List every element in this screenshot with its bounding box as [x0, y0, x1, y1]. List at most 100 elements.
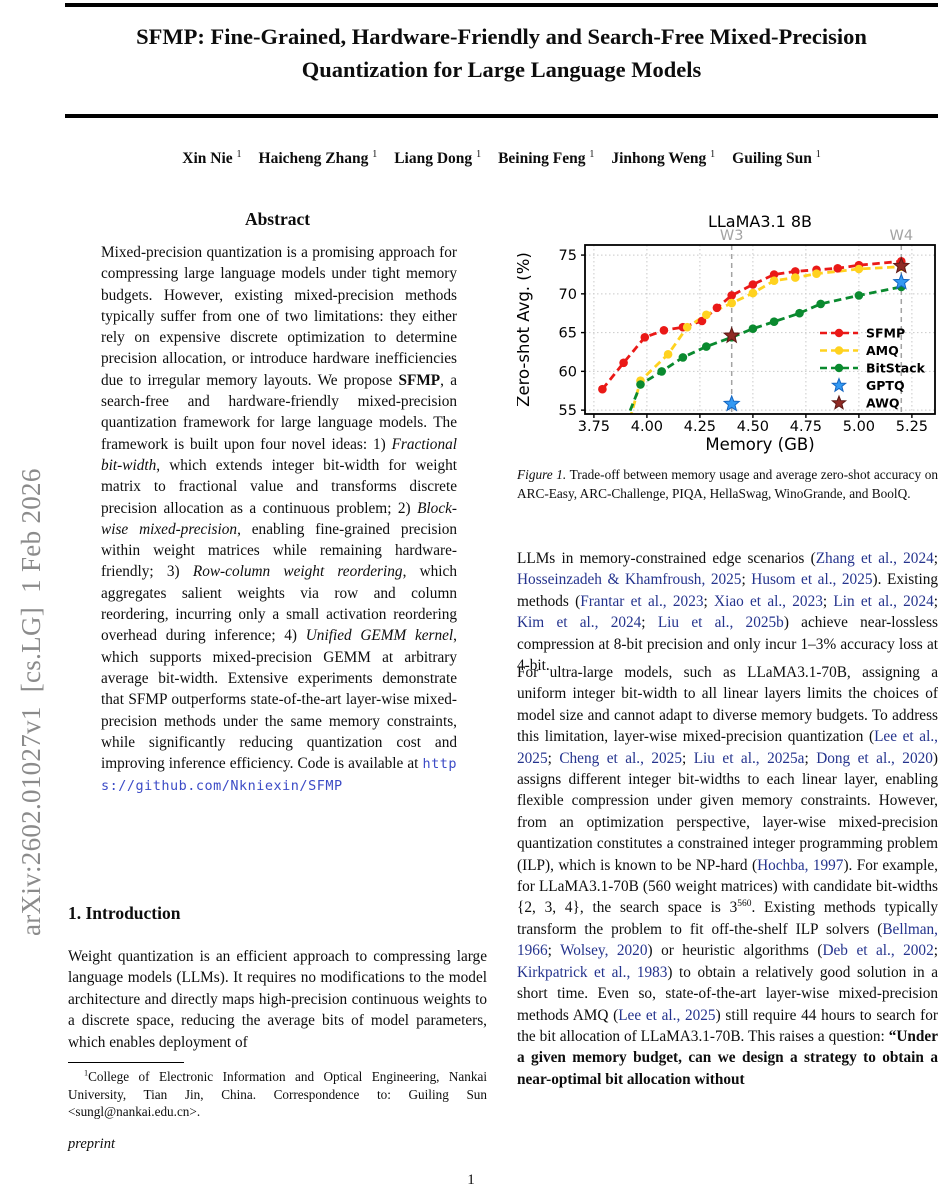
text-segment: “Under a given memory budget, can we des…	[517, 1027, 938, 1088]
author-name: Xin Nie 1	[182, 149, 242, 168]
author-name: Liang Dong 1	[394, 149, 482, 168]
citation-link[interactable]: Deb et al., 2002	[822, 942, 934, 960]
text-segment: ;	[933, 942, 938, 960]
text-segment: Fractional bit-width	[101, 435, 457, 474]
text-segment: ;	[933, 550, 939, 567]
text-segment: Trade-off between memory usage and avera…	[517, 467, 938, 501]
text-segment: ;	[933, 592, 938, 610]
svg-text:4.75: 4.75	[790, 419, 822, 435]
citation-link[interactable]: Xiao et al., 2023	[714, 592, 823, 610]
svg-text:5.25: 5.25	[896, 419, 928, 435]
text-segment: ;	[547, 942, 561, 960]
citation-link[interactable]: Hochba, 1997	[757, 856, 844, 874]
text-segment: ) or heuristic algorithms (	[647, 942, 823, 960]
text-segment: College of Electronic Information and Op…	[68, 1069, 487, 1120]
svg-text:AWQ: AWQ	[866, 396, 900, 411]
code-repo-link[interactable]: https://github.com/Nkniexin/SFMP	[101, 756, 457, 795]
svg-text:5.00: 5.00	[843, 419, 875, 435]
svg-text:W3: W3	[720, 228, 744, 244]
citation-link[interactable]: Kim et al., 2024	[517, 614, 642, 632]
text-segment: Unified GEMM kernel	[305, 627, 454, 645]
author-list: Xin Nie 1 Haicheng Zhang 1 Liang Dong 1 Bei…	[65, 149, 938, 168]
figure-1-caption: Figure 1. Trade-off between memory usage…	[517, 466, 938, 503]
svg-text:Zero-shot Avg. (%): Zero-shot Avg. (%)	[517, 252, 533, 407]
text-segment: ;	[741, 571, 752, 589]
citation-link[interactable]: Liu et al., 2025a	[693, 749, 805, 767]
citation-link[interactable]: Liu et al., 2025b	[657, 614, 784, 632]
svg-text:Memory (GB): Memory (GB)	[705, 435, 814, 454]
svg-text:65: 65	[559, 326, 577, 342]
svg-text:60: 60	[559, 364, 577, 380]
text-segment: LLMs in memory-constrained edge scenario…	[517, 550, 816, 567]
arxiv-banner: arXiv:2602.01027v1 [cs.LG] 1 Feb 2026	[16, 468, 46, 936]
abstract-heading: Abstract	[244, 209, 311, 229]
body-paragraph-2: For ultra-large models, such as LLaMA3.1…	[517, 662, 938, 1090]
citation-link[interactable]: Bellman, 1966	[517, 920, 938, 960]
text-segment: . Existing methods typically transform t…	[517, 899, 938, 938]
paper-title-line2: Quantization for Large Language Models	[301, 57, 702, 82]
svg-text:SFMP: SFMP	[866, 326, 905, 341]
author-name: Haicheng Zhang 1	[258, 149, 378, 168]
text-segment: , which extends integer bit-width for we…	[101, 456, 457, 517]
svg-text:W4: W4	[890, 228, 914, 244]
svg-text:3.75: 3.75	[578, 419, 610, 435]
citation-link[interactable]: Husom et al., 2025	[751, 571, 873, 589]
svg-text:75: 75	[559, 248, 577, 264]
citation-link[interactable]: Lee et al., 2025	[517, 728, 938, 767]
section-heading-introduction: 1. Introduction	[68, 903, 181, 923]
text-segment: Block-wise mixed-precision	[101, 499, 457, 538]
text-segment: Mixed-precision quantization is a promis…	[101, 244, 457, 389]
text-segment: ) achieve near-lossless compression at 8…	[517, 614, 938, 675]
page-number: 1	[467, 1172, 475, 1188]
preprint-label: preprint	[68, 1136, 115, 1152]
text-segment: ). For example, for LLaMA3.1-70B (560 we…	[517, 856, 938, 917]
figure-1-chart: W3 W4 3.75 4.00 4.25 4.50 4.75 5.00 5.25 55 60 65 70…	[514, 212, 938, 458]
footnote-rule	[68, 1062, 184, 1064]
citation-link[interactable]: Dong et al., 2020	[816, 749, 933, 767]
text-segment: ). Existing methods (	[517, 571, 938, 610]
citation-link[interactable]: Zhang et al., 2024	[815, 550, 934, 567]
citation-link[interactable]: Cheng et al., 2025	[559, 749, 682, 767]
footnote-text: 1College of Electronic Information and O…	[68, 1068, 487, 1121]
text-segment: Row-column weight reordering	[192, 563, 403, 581]
text-segment: ) assigns different integer bit-widths t…	[517, 749, 939, 874]
abstract-text: Mixed-precision quantization is a promis…	[101, 242, 457, 798]
author-name: Guiling Sun 1	[732, 149, 821, 168]
svg-text:AMQ: AMQ	[866, 343, 899, 358]
author-name: Beining Feng 1	[498, 149, 595, 168]
svg-text:BitStack: BitStack	[866, 361, 926, 376]
text-segment: , which supports mixed-precision GEMM at…	[101, 627, 457, 773]
svg-text:55: 55	[559, 403, 577, 419]
citation-link[interactable]: Frantar et al., 2023	[580, 592, 704, 610]
svg-text:70: 70	[559, 287, 577, 303]
svg-text:LLaMA3.1 8B: LLaMA3.1 8B	[708, 212, 812, 231]
paper-title-line1: SFMP: Fine-Grained, Hardware-Friendly an…	[136, 24, 867, 49]
title-rule	[65, 114, 938, 118]
citation-link[interactable]: Wolsey, 2020	[560, 942, 648, 960]
text-segment: ;	[822, 592, 834, 610]
svg-text:4.50: 4.50	[737, 419, 769, 435]
text-segment: 560	[737, 899, 752, 910]
text-segment: , which aggregates salient weights via r…	[101, 563, 457, 645]
paper-title: SFMP: Fine-Grained, Hardware-Friendly an…	[65, 20, 938, 86]
text-segment: ;	[703, 592, 715, 610]
citation-link[interactable]: Lee et al., 2025	[618, 1006, 716, 1024]
text-segment: ;	[641, 614, 658, 632]
text-segment: Figure 1.	[517, 467, 567, 482]
svg-text:4.25: 4.25	[684, 419, 716, 435]
top-rule	[65, 3, 938, 7]
text-segment: ) still require 44 hours to search for t…	[517, 1006, 938, 1045]
text-segment: SFMP	[398, 371, 441, 389]
text-segment: , enabling fine-grained precision within…	[101, 520, 457, 581]
svg-text:4.00: 4.00	[631, 419, 663, 435]
citation-link[interactable]: Lin et al., 2024	[833, 592, 934, 610]
text-segment: , a search-free and hardware-friendly mi…	[101, 371, 457, 453]
text-segment: ;	[804, 749, 817, 767]
body-paragraph-1: LLMs in memory-constrained edge scenario…	[517, 548, 938, 676]
introduction-text: Weight quantization is an efficient appr…	[68, 948, 487, 1051]
text-segment: ;	[681, 749, 694, 767]
citation-link[interactable]: Hosseinzadeh & Khamfroush, 2025	[517, 571, 742, 589]
citation-link[interactable]: Kirkpatrick et al., 1983	[517, 963, 668, 981]
text-segment: 1	[84, 1068, 89, 1078]
